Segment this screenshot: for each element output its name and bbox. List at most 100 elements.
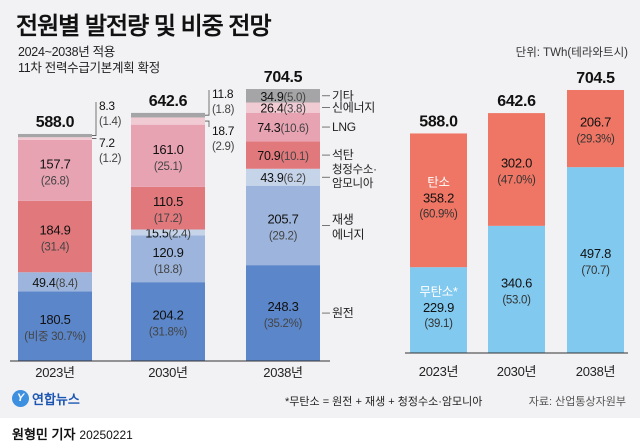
legend-label: 원전 <box>332 306 353 320</box>
segment-share: (35.2%) <box>264 318 303 330</box>
legend-label: 청정수소· <box>332 163 377 176</box>
segment-value: 206.7 <box>580 115 611 130</box>
subtitle-line-2: 11차 전력수급기본계획 확정 <box>18 61 160 75</box>
x-tick-label: 2038년 <box>263 365 302 380</box>
segment-label: 34.9(5.0) <box>260 90 306 104</box>
logo: Y 연합뉴스 <box>12 389 80 408</box>
leader-line <box>205 120 210 127</box>
segment-share: (29.3%) <box>576 134 615 146</box>
bar-segment-2-0 <box>567 167 624 353</box>
byline: 원형민 기자 20250221 <box>12 424 133 443</box>
logo-text: 연합뉴스 <box>32 392 80 407</box>
legend-label: 재생 <box>332 212 353 226</box>
legend-label: 암모니아 <box>332 177 374 190</box>
bar-segment-0-1 <box>410 133 467 268</box>
subtitle-line-1: 2024~2038년 적용 <box>18 45 115 59</box>
bar-segment-1-2 <box>131 229 205 236</box>
bar-segment-2-1 <box>567 90 624 168</box>
segment-share: (70.7) <box>581 265 610 277</box>
segment-share: (1.2) <box>99 153 122 165</box>
bar-total: 588.0 <box>36 114 75 131</box>
yonhap-logo-icon: Y <box>12 390 29 407</box>
segment-value: 302.0 <box>501 155 532 170</box>
x-tick-label: 2030년 <box>497 364 536 379</box>
segment-share: (47.0%) <box>497 174 536 186</box>
segment-share: (53.0) <box>502 294 531 306</box>
footnote: *무탄소 = 원전 + 재생 + 청정수소·암모니아 <box>285 396 483 408</box>
segment-value: 204.2 <box>152 308 183 323</box>
bar-segment-0-6 <box>18 133 92 138</box>
bar-segment-2-4 <box>246 112 320 142</box>
bar-segment-0-3 <box>18 200 92 273</box>
segment-value: 18.7 <box>212 124 235 138</box>
segment-share: (1.4) <box>99 116 122 128</box>
bar-segment-2-3 <box>246 141 320 169</box>
segment-value: 11.8 <box>212 87 234 101</box>
bar-total: 588.0 <box>419 113 458 130</box>
bar-segment-2-6 <box>246 89 320 103</box>
segment-value: 8.3 <box>99 99 115 113</box>
unit-label: 단위: TWh(테라와트시) <box>515 47 628 59</box>
leader-line <box>205 90 210 116</box>
legend-label: 신에너지 <box>332 101 375 115</box>
bar-segment-0-4 <box>18 139 92 201</box>
segment-label: 15.5(2.4) <box>145 226 191 240</box>
segment-value: 120.9 <box>152 245 183 260</box>
segment-label: 49.4(8.4) <box>32 276 78 290</box>
segment-share: (18.8) <box>154 264 183 276</box>
bar-total: 704.5 <box>576 70 615 87</box>
bar-segment-0-0 <box>410 267 467 353</box>
segment-value: 358.2 <box>423 190 454 205</box>
segment-value: 229.9 <box>423 300 454 315</box>
segment-value: 180.5 <box>39 312 70 327</box>
bar-segment-1-0 <box>488 225 545 353</box>
series-label: 무탄소* <box>419 285 458 299</box>
segment-share: (29.2) <box>269 230 298 242</box>
x-tick-label: 2023년 <box>35 365 74 380</box>
chart-canvas: 180.5 (비중 30.7%) 49.4(8.4) 184.9 (31.4) 157.7… <box>10 69 628 380</box>
segment-value: 205.7 <box>267 211 298 226</box>
segment-value: 248.3 <box>267 299 298 314</box>
segment-share: (2.9) <box>212 141 235 153</box>
byline-date: 20250221 <box>79 428 133 442</box>
segment-share: (26.8) <box>41 175 70 187</box>
bar-segment-0-1 <box>18 272 92 292</box>
x-tick-label: 2030년 <box>148 365 187 380</box>
bar-segment-1-1 <box>488 113 545 226</box>
segment-label: 26.4(3.8) <box>260 102 306 116</box>
page-title: 전원별 발전량 및 비중 전망 <box>16 13 272 40</box>
leader-line <box>92 102 97 136</box>
bar-segment-2-2 <box>246 168 320 186</box>
bar-total: 642.6 <box>497 93 536 110</box>
segment-value: 157.7 <box>39 156 70 171</box>
bar-segment-1-4 <box>131 124 205 187</box>
bar-total: 642.6 <box>149 93 188 110</box>
segment-label: 43.9(6.2) <box>260 171 306 185</box>
bar-segment-1-3 <box>131 186 205 230</box>
segment-value: 110.5 <box>153 194 183 209</box>
series-label: 탄소 <box>427 175 449 189</box>
x-tick-label: 2023년 <box>419 364 458 379</box>
bar-total: 704.5 <box>264 69 303 86</box>
segment-share: (17.2) <box>154 213 183 225</box>
legend-label: 에너지 <box>332 227 364 241</box>
segment-share: (비중 30.7%) <box>24 330 86 343</box>
legend-label: 기타 <box>332 89 354 103</box>
legend-label: LNG <box>332 120 356 134</box>
source: 자료: 산업통상자원부 <box>528 396 626 408</box>
bar-segment-1-5 <box>131 117 205 125</box>
segment-share: (60.9%) <box>419 208 458 220</box>
x-tick-label: 2038년 <box>576 364 615 379</box>
segment-value: 497.8 <box>580 246 611 261</box>
segment-value: 7.2 <box>99 136 115 150</box>
bar-segment-1-1 <box>131 235 205 283</box>
bar-segment-0-0 <box>18 291 92 361</box>
bar-segment-1-6 <box>131 112 205 118</box>
segment-value: 161.0 <box>152 142 183 157</box>
segment-share: (39.1) <box>424 318 453 330</box>
bar-segment-2-5 <box>246 102 320 113</box>
reporter-name: 원형민 기자 <box>12 427 76 442</box>
bar-segment-1-0 <box>131 282 205 361</box>
segment-share: (25.1) <box>154 161 183 173</box>
bar-segment-2-1 <box>246 185 320 266</box>
